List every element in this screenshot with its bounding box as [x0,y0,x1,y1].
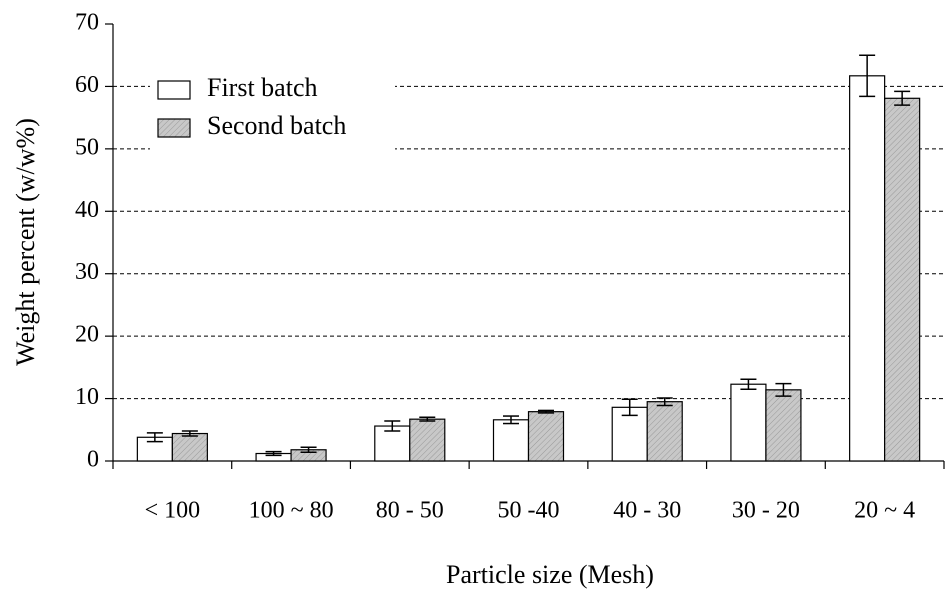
error-bar [265,450,282,457]
bar [849,75,886,462]
y-tick-label: 70 [75,10,99,36]
legend-box [150,70,395,170]
x-tick-label: 80 - 50 [376,498,444,524]
y-tick-label: 60 [75,72,99,98]
error-bar [384,420,401,432]
x-tick-label: 100 ~ 80 [249,498,334,524]
legend-label: First batch [207,73,318,102]
error-bar [538,409,554,414]
error-bar [300,446,317,454]
error-bar [146,432,163,443]
x-tick-label: 50 -40 [498,498,560,524]
error-bar [181,430,198,437]
y-tick-label: 50 [75,134,99,160]
y-tick-label: 30 [75,259,99,285]
legend-label: Second batch [207,111,346,140]
bar [730,383,767,462]
y-tick-label: 10 [75,384,99,410]
error-bar [503,415,519,425]
y-tick-label: 0 [87,447,99,473]
error-bar [621,398,638,417]
error-bar [859,54,876,98]
error-bar [419,416,436,422]
bar [492,419,530,462]
x-tick-label: < 100 [145,498,201,524]
bar [409,418,446,462]
bar [646,401,683,462]
legend-swatch [157,118,191,138]
error-bar [656,397,673,407]
bar [171,432,208,462]
error-bar [775,382,792,397]
y-tick-label: 40 [75,197,99,223]
x-tick-label: 40 - 30 [613,498,681,524]
y-axis-title: Weight percent (w/w%) [11,118,40,366]
bar [527,411,565,462]
bar [765,389,802,462]
x-tick-label: 30 - 20 [732,498,800,524]
bar [884,97,921,462]
error-bar [740,378,757,390]
error-bar [894,90,911,106]
x-tick-label: 20 ~ 4 [854,498,915,524]
x-axis-title: Particle size (Mesh) [446,560,654,589]
y-tick-label: 20 [75,322,99,348]
legend-swatch [157,80,191,100]
